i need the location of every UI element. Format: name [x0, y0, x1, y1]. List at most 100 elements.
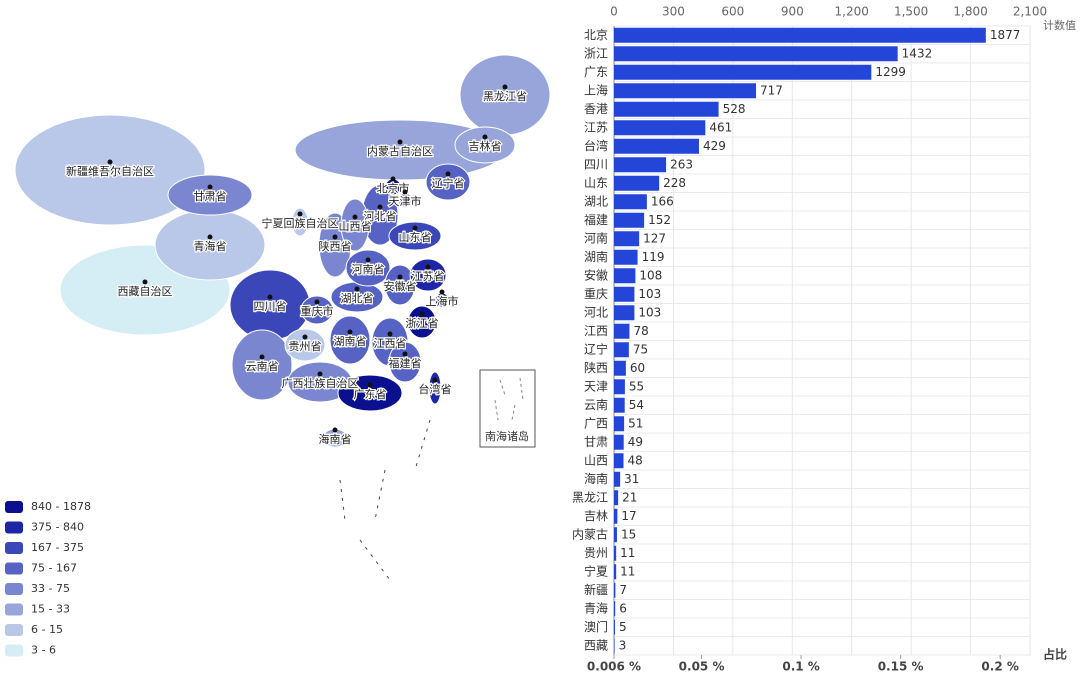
bar [614, 527, 617, 543]
value-label: 108 [639, 268, 662, 282]
province-label: 河南省 [352, 263, 385, 276]
x-tick-label: 2,100 [1013, 5, 1047, 19]
legend-swatch [5, 624, 23, 636]
province [409, 258, 447, 292]
category-label: 北京 [584, 28, 608, 42]
province-dot [314, 299, 320, 305]
x2-axis-label: 占比 [1043, 647, 1067, 662]
province [428, 371, 442, 405]
province-dot [397, 139, 403, 145]
inset-islands [494, 377, 524, 421]
province-label: 天津市 [389, 194, 422, 208]
bar [614, 101, 719, 117]
province-dot [332, 234, 338, 240]
value-label: 119 [642, 250, 665, 264]
category-label: 内蒙古 [572, 526, 608, 541]
category-label: 台湾 [584, 138, 608, 153]
legend-label: 375 - 840 [31, 521, 84, 534]
category-label: 海南 [584, 471, 608, 486]
province [231, 329, 293, 401]
province-label: 吉林省 [469, 139, 502, 153]
x-tick-label: 1,500 [894, 5, 928, 19]
bar [614, 27, 986, 43]
x-tick-label: 1,800 [953, 5, 987, 19]
bar [614, 342, 629, 358]
province [284, 328, 326, 362]
province-label: 山东省 [399, 231, 432, 244]
category-label: 江苏 [584, 120, 608, 134]
province [340, 198, 370, 252]
province-label: 海南省 [319, 432, 352, 446]
legend-label: 167 - 375 [31, 541, 84, 554]
province-label: 新疆维吾尔自治区 [66, 164, 154, 178]
province-label: 西藏自治区 [118, 284, 173, 298]
inset-box [479, 369, 536, 448]
province-label: 黑龙江省 [483, 90, 527, 103]
legend-swatch [5, 644, 23, 657]
province-label: 湖北省 [341, 292, 374, 305]
bar [614, 305, 635, 321]
value-label: 103 [638, 305, 661, 319]
category-label: 西藏 [584, 638, 608, 652]
category-label: 湖南 [584, 249, 608, 264]
province-label: 贵州省 [289, 340, 322, 353]
x2-tick-label: 0.05 % [679, 660, 725, 674]
province-label: 云南省 [246, 360, 279, 373]
legend-label: 75 - 167 [31, 562, 77, 575]
bar [614, 619, 615, 635]
province-dot [142, 279, 148, 285]
value-label: 717 [760, 83, 783, 97]
bar [614, 323, 630, 339]
category-label: 福建 [584, 212, 608, 227]
province-label: 安徽省 [384, 279, 417, 293]
value-label: 461 [709, 120, 732, 134]
nine-dash-line [339, 419, 431, 581]
bar [614, 471, 621, 487]
province-label: 青海省 [194, 239, 227, 253]
value-label: 54 [629, 398, 644, 412]
category-label: 安徽 [584, 267, 608, 282]
province-dot [412, 225, 418, 231]
province-dot [502, 84, 508, 90]
value-label: 528 [723, 102, 746, 116]
province [407, 305, 437, 339]
value-label: 6 [619, 601, 627, 615]
province-dot [367, 382, 373, 388]
province-label: 宁夏回族自治区 [262, 216, 339, 230]
province-dot [107, 159, 113, 165]
province-dot [432, 377, 438, 383]
province-label: 江西省 [374, 337, 407, 350]
province-label: 北京市 [377, 181, 410, 195]
value-label: 48 [628, 453, 643, 467]
province-label: 重庆市 [301, 304, 334, 318]
category-label: 山西 [584, 453, 608, 467]
province-dot [207, 184, 213, 190]
province [329, 315, 371, 365]
value-label: 152 [648, 213, 671, 227]
legend-label: 15 - 33 [31, 603, 70, 616]
province-dot [402, 351, 408, 357]
province-label: 福建省 [389, 356, 422, 370]
category-label: 河北 [584, 305, 608, 319]
bar [614, 46, 898, 62]
value-label: 429 [703, 139, 726, 153]
province-label: 河北省 [364, 210, 397, 223]
bar [614, 508, 618, 524]
province [388, 221, 442, 251]
category-label: 黑龙江 [572, 490, 608, 504]
province-label: 湖南省 [334, 335, 367, 348]
bar [614, 638, 615, 654]
bar [614, 231, 640, 247]
bar [614, 64, 872, 80]
bar [614, 249, 638, 265]
bar [614, 453, 624, 469]
legend-swatch [5, 583, 23, 595]
value-label: 49 [628, 435, 643, 449]
value-label: 60 [630, 361, 645, 375]
x2-tick-label: 0.006 % [587, 660, 641, 674]
category-label: 湖北 [584, 193, 608, 208]
province-dot [259, 354, 265, 360]
bar [614, 379, 625, 395]
category-label: 江西 [584, 324, 608, 338]
legend-swatch [5, 521, 23, 534]
